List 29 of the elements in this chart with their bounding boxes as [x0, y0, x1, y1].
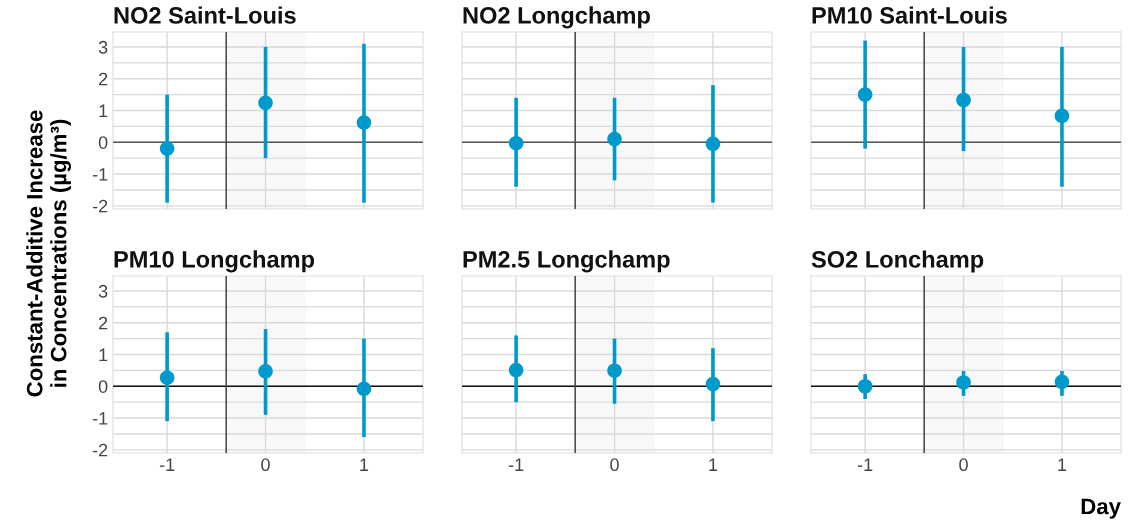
y-tick-label: 2: [99, 316, 108, 330]
y-tick-label: 1: [99, 348, 108, 362]
x-tick-label: 1: [709, 458, 718, 471]
y-tick-label: -2: [92, 443, 108, 457]
y-tick-label: 0: [98, 380, 108, 393]
chart-title: SO2 Lonchamp: [811, 250, 984, 273]
y-tick-label: 3: [98, 284, 108, 298]
y-tick-label: -1: [92, 168, 108, 181]
x-tick-label: -1: [159, 458, 175, 471]
x-tick-label: -1: [857, 458, 873, 471]
x-tick-label: 0: [610, 458, 619, 472]
x-tick-label: 1: [360, 458, 369, 471]
x-tick-label: 0: [959, 458, 968, 472]
y-tick-label: -2: [92, 199, 108, 213]
y-tick-label: 0: [98, 136, 108, 149]
x-tick-label: 1: [1058, 458, 1067, 471]
y-tick-label: 2: [99, 72, 108, 86]
chart-title: PM2.5 Longchamp: [463, 250, 670, 273]
chart-title: NO2 Saint-Louis: [114, 6, 296, 24]
y-tick-label: 3: [98, 40, 108, 54]
chart-title: PM10 Saint-Louis: [812, 6, 1007, 24]
x-axis-title: Day: [1081, 498, 1121, 519]
y-tick-label: -1: [92, 412, 108, 425]
y-axis-title: Constant-Additive Increase in Concentrations (µg/m³): [26, 110, 71, 397]
x-tick-label: -1: [508, 458, 524, 471]
chart-title: PM10 Longchamp: [114, 250, 315, 273]
y-tick-label: 1: [99, 104, 108, 118]
chart-title: NO2 Longchamp: [463, 6, 650, 29]
x-tick-label: 0: [261, 458, 270, 472]
